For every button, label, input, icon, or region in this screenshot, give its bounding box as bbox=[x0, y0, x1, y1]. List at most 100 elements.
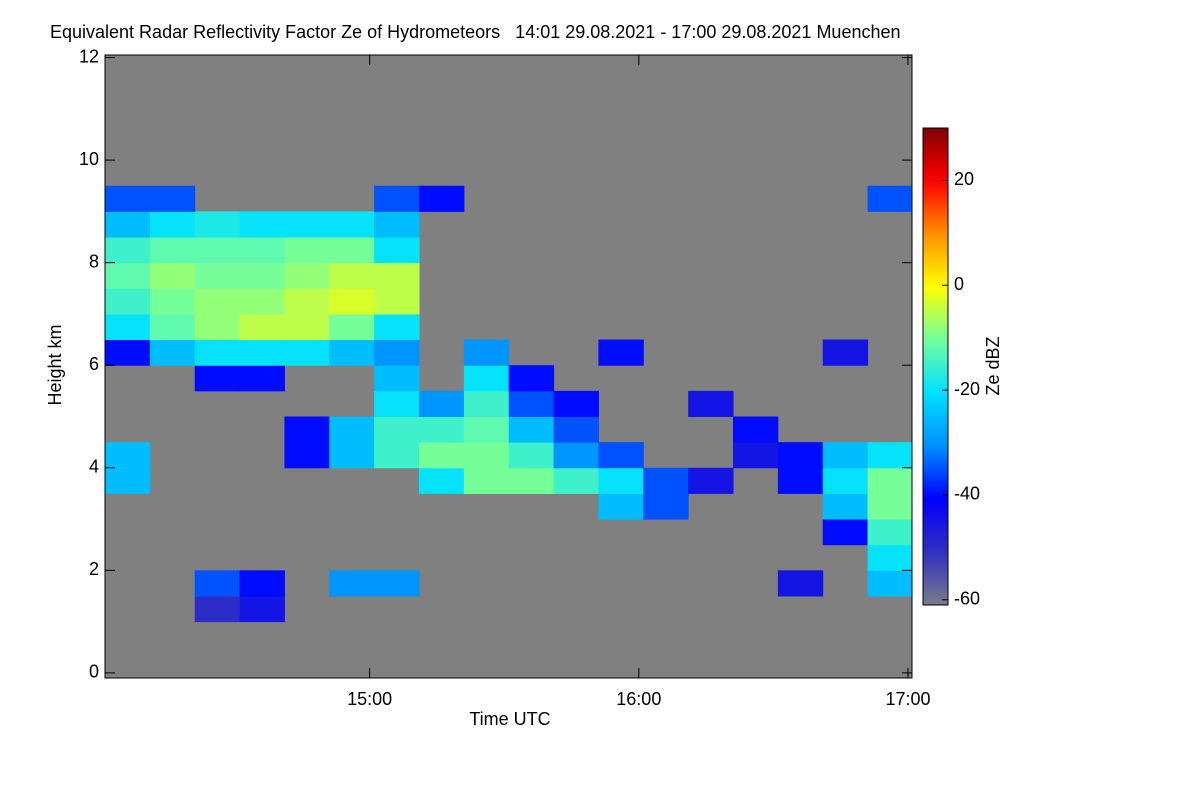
cell bbox=[822, 467, 869, 494]
y-tick-label: 4 bbox=[89, 457, 99, 477]
cell bbox=[194, 313, 241, 341]
plot-frame bbox=[104, 54, 913, 679]
cell bbox=[239, 262, 285, 289]
cell bbox=[329, 570, 375, 597]
cell bbox=[149, 262, 196, 289]
cell bbox=[239, 365, 285, 392]
cell bbox=[419, 390, 465, 417]
cell bbox=[105, 237, 151, 264]
cell bbox=[284, 211, 330, 238]
cell bbox=[284, 313, 330, 341]
cell bbox=[149, 237, 196, 264]
cell bbox=[239, 570, 285, 597]
cell bbox=[239, 313, 285, 341]
cell bbox=[867, 467, 912, 494]
cell bbox=[374, 288, 420, 315]
cell bbox=[105, 313, 151, 341]
cell bbox=[598, 493, 644, 520]
cell bbox=[284, 339, 330, 366]
cell bbox=[688, 467, 734, 494]
cell bbox=[598, 467, 644, 494]
cell bbox=[149, 185, 196, 212]
cell bbox=[374, 211, 420, 238]
cell bbox=[284, 416, 330, 443]
cell bbox=[105, 467, 151, 494]
cell bbox=[374, 570, 420, 597]
colorbar-tick-label: -40 bbox=[954, 484, 980, 504]
cell bbox=[598, 339, 644, 366]
cell bbox=[149, 288, 196, 315]
cell bbox=[733, 416, 779, 443]
cell bbox=[329, 211, 375, 238]
x-tick-label: 16:00 bbox=[616, 689, 661, 709]
cell bbox=[553, 442, 599, 469]
cell bbox=[239, 237, 285, 264]
chart-title: Equivalent Radar Reflectivity Factor Ze … bbox=[50, 22, 901, 42]
cell bbox=[598, 442, 644, 469]
cell bbox=[867, 493, 912, 520]
cell bbox=[463, 467, 510, 494]
cell bbox=[239, 211, 285, 238]
cell bbox=[822, 519, 869, 546]
cell bbox=[419, 442, 465, 469]
cell bbox=[419, 467, 465, 494]
colorbar bbox=[922, 127, 949, 606]
cell bbox=[149, 211, 196, 238]
x-axis-label: Time UTC bbox=[469, 709, 550, 729]
cell bbox=[105, 262, 151, 289]
cell bbox=[105, 288, 151, 315]
colorbar-tick-label: -60 bbox=[954, 589, 980, 609]
cell bbox=[688, 390, 734, 417]
cell bbox=[239, 288, 285, 315]
cell bbox=[284, 288, 330, 315]
y-tick-label: 10 bbox=[79, 149, 99, 169]
cell bbox=[105, 211, 151, 238]
cell bbox=[374, 313, 420, 341]
cell bbox=[508, 390, 555, 417]
cell bbox=[553, 390, 599, 417]
cell bbox=[329, 416, 375, 443]
y-tick-label: 6 bbox=[89, 354, 99, 374]
cell bbox=[867, 570, 912, 597]
cell bbox=[105, 185, 151, 212]
cell bbox=[777, 467, 824, 494]
cell bbox=[463, 390, 510, 417]
cell bbox=[149, 313, 196, 341]
cell bbox=[463, 339, 510, 366]
cell bbox=[508, 467, 555, 494]
cell bbox=[419, 416, 465, 443]
cell bbox=[463, 442, 510, 469]
cell bbox=[508, 442, 555, 469]
cell bbox=[822, 339, 869, 366]
cell bbox=[329, 288, 375, 315]
cell bbox=[284, 262, 330, 289]
y-tick-label: 0 bbox=[89, 662, 99, 682]
cell bbox=[239, 339, 285, 366]
cell bbox=[867, 185, 912, 212]
colorbar-tick-label: 0 bbox=[954, 274, 964, 294]
cell bbox=[374, 185, 420, 212]
cell bbox=[194, 365, 241, 392]
cell bbox=[194, 570, 241, 597]
cell bbox=[553, 416, 599, 443]
x-tick-label: 15:00 bbox=[347, 689, 392, 709]
cell bbox=[329, 237, 375, 264]
cell bbox=[777, 570, 824, 597]
cell bbox=[463, 416, 510, 443]
cell bbox=[374, 339, 420, 366]
cell bbox=[284, 442, 330, 469]
cell bbox=[553, 467, 599, 494]
cell bbox=[374, 442, 420, 469]
plot-area bbox=[105, 55, 912, 678]
x-tick-label: 17:00 bbox=[885, 689, 930, 709]
cell bbox=[822, 493, 869, 520]
cell bbox=[329, 339, 375, 366]
cell bbox=[194, 262, 241, 289]
cell bbox=[374, 365, 420, 392]
y-tick-label: 2 bbox=[89, 559, 99, 579]
cell bbox=[374, 416, 420, 443]
cell bbox=[329, 313, 375, 341]
colorbar-tick-label: 20 bbox=[954, 169, 974, 189]
y-tick-label: 12 bbox=[79, 46, 99, 66]
cell bbox=[374, 390, 420, 417]
